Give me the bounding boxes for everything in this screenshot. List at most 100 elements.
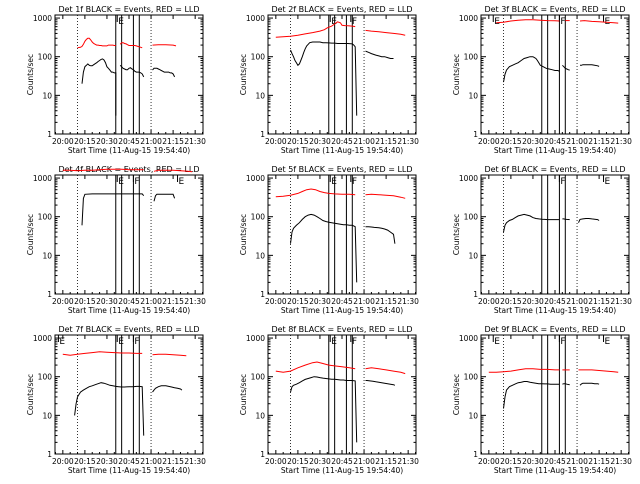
chart-2-xtick-label: 21:15 — [375, 137, 397, 146]
chart-2-xlabel: Start Time (11-Aug-15 19:54:40) — [281, 146, 403, 155]
chart-1-xtick-label: 20:00 — [52, 137, 74, 146]
chart-7-ylabel: Counts/sec — [26, 374, 35, 415]
chart-4-series-lld — [153, 169, 193, 173]
chart-9-gap-box — [541, 334, 549, 455]
chart-6-series-events — [562, 218, 570, 221]
chart-6-ytick-label: 1000 — [459, 174, 478, 183]
chart-3: 20:00 20:15 20:30 20:45 21:00 21:15 21:30 1 10 10… — [452, 5, 632, 155]
chart-8-ytick-label: 10 — [255, 411, 265, 420]
chart-7-series-events — [152, 385, 183, 393]
chart-4-series-lld — [62, 168, 144, 172]
chart-1-frame — [54, 14, 204, 135]
chart-9-marker-label: E — [605, 337, 611, 347]
chart-7-xtick-label: 21:30 — [184, 457, 206, 466]
chart-4-ytick-label: 1000 — [33, 174, 52, 183]
chart-6-ylabel: Counts/sec — [452, 214, 461, 255]
chart-4-ytick-label: 1 — [47, 290, 52, 299]
chart-5-ylabel: Counts/sec — [239, 214, 248, 255]
chart-6-ytick-label: 100 — [464, 213, 479, 222]
chart-8-series-events — [365, 380, 396, 386]
chart-2-gap-box — [345, 14, 353, 135]
chart-6-frame — [480, 174, 630, 295]
chart-9-ytick-label: 1000 — [459, 334, 478, 343]
chart-3-title: Det 3f BLACK = Events, RED = LLD — [484, 5, 625, 14]
chart-9-marker-label: E — [494, 337, 500, 347]
chart-4-gap-box — [132, 174, 140, 295]
chart-3-xtick-label: 21:30 — [610, 137, 632, 146]
chart-1: 20:00 20:15 20:30 20:45 21:00 21:15 21:30 1 10 10… — [26, 5, 206, 155]
chart-8-title: Det 8f BLACK = Events, RED = LLD — [271, 325, 412, 334]
chart-1-ytick-label: 1 — [47, 130, 52, 139]
chart-5-xtick-label: 20:30 — [309, 297, 331, 306]
chart-9-series-events — [579, 382, 600, 386]
chart-9-series-lld — [488, 368, 560, 373]
chart-6-xtick-label: 21:00 — [566, 297, 588, 306]
chart-3-marker-label: E — [494, 17, 500, 27]
chart-7-ytick-label: 1000 — [33, 334, 52, 343]
chart-8-frame — [267, 334, 417, 455]
chart-2-xtick-label: 20:30 — [309, 137, 331, 146]
chart-4-marker-label: F — [134, 177, 139, 187]
chart-2-ytick-label: 10 — [255, 91, 265, 100]
chart-5-xtick-label: 21:00 — [353, 297, 375, 306]
chart-1-xtick-label: 20:30 — [96, 137, 118, 146]
chart-1-xtick-label: 21:30 — [184, 137, 206, 146]
chart-4-xtick-label: 20:30 — [96, 297, 118, 306]
chart-1-series-events — [119, 64, 145, 78]
chart-5-xtick-label: 20:00 — [265, 297, 287, 306]
chart-7-xlabel: Start Time (11-Aug-15 19:54:40) — [68, 466, 190, 475]
chart-2-series-lld — [365, 29, 406, 36]
chart-2-series-events — [290, 41, 358, 116]
chart-9-xtick-label: 21:15 — [588, 457, 610, 466]
chart-6-xtick-label: 20:00 — [478, 297, 500, 306]
chart-7-ytick-label: 10 — [42, 411, 52, 420]
chart-6-xtick-label: 21:30 — [610, 297, 632, 306]
chart-9-xtick-label: 20:15 — [500, 457, 522, 466]
chart-7-ytick-label: 1 — [47, 450, 52, 459]
chart-8-xtick-label: 20:30 — [309, 457, 331, 466]
chart-8-xtick-label: 20:15 — [287, 457, 309, 466]
chart-5-xlabel: Start Time (11-Aug-15 19:54:40) — [281, 306, 403, 315]
chart-9-frame — [480, 334, 630, 455]
chart-5-title: Det 5f BLACK = Events, RED = LLD — [271, 165, 412, 174]
chart-3-xtick-label: 20:15 — [500, 137, 522, 146]
chart-1-ytick-label: 10 — [42, 91, 52, 100]
chart-2-xtick-label: 20:00 — [265, 137, 287, 146]
chart-5-series-events — [365, 226, 396, 244]
chart-1-gap-box — [115, 14, 123, 135]
chart-2-series-lld — [275, 21, 356, 38]
chart-5-xtick-label: 21:30 — [397, 297, 419, 306]
chart-1-ytick-label: 1000 — [33, 14, 52, 23]
chart-9-ytick-label: 100 — [464, 373, 479, 382]
chart-8-xtick-label: 20:45 — [331, 457, 353, 466]
chart-5-ytick-label: 1 — [260, 290, 265, 299]
chart-3-gap-box — [558, 14, 566, 135]
chart-8-xtick-label: 20:00 — [265, 457, 287, 466]
chart-9-ytick-label: 1 — [473, 450, 478, 459]
chart-9-ylabel: Counts/sec — [452, 374, 461, 415]
chart-2-frame — [267, 14, 417, 135]
chart-2-title: Det 2f BLACK = Events, RED = LLD — [271, 5, 412, 14]
chart-9-title: Det 9f BLACK = Events, RED = LLD — [484, 325, 625, 334]
chart-6: 20:00 20:15 20:30 20:45 21:00 21:15 21:30 1 10 10… — [452, 165, 632, 315]
chart-3-xtick-label: 21:00 — [566, 137, 588, 146]
chart-2-ylabel: Counts/sec — [239, 54, 248, 95]
chart-7-gap-box — [132, 334, 140, 455]
chart-4-xtick-label: 21:30 — [184, 297, 206, 306]
chart-9: 20:00 20:15 20:30 20:45 21:00 21:15 21:30 1 10 10… — [452, 325, 632, 475]
chart-7-xtick-label: 20:30 — [96, 457, 118, 466]
chart-8-xlabel: Start Time (11-Aug-15 19:54:40) — [281, 466, 403, 475]
chart-6-xtick-label: 20:30 — [522, 297, 544, 306]
chart-6-xlabel: Start Time (11-Aug-15 19:54:40) — [494, 306, 616, 315]
chart-4-xtick-label: 20:15 — [74, 297, 96, 306]
chart-9-series-lld — [578, 369, 619, 373]
chart-7-xtick-label: 20:15 — [74, 457, 96, 466]
chart-8-xtick-label: 21:15 — [375, 457, 397, 466]
chart-1-gap-box — [132, 14, 140, 135]
chart-1-ylabel: Counts/sec — [26, 54, 35, 95]
chart-3-gap-box — [541, 14, 549, 135]
chart-5-series-lld — [365, 193, 406, 199]
chart-4-xtick-label: 20:00 — [52, 297, 74, 306]
